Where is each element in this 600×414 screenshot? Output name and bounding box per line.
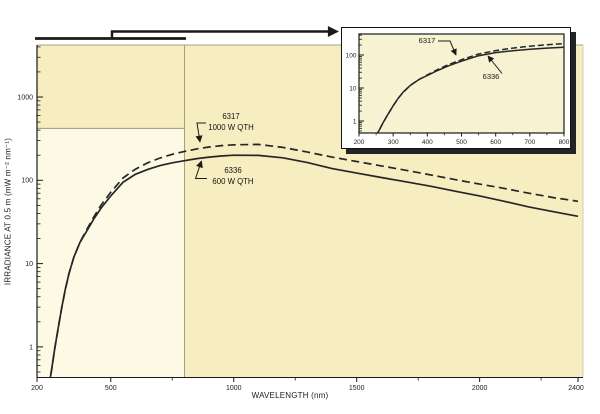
x-tick-label: 2400 bbox=[568, 385, 584, 392]
inset-x-tick-label: 400 bbox=[422, 139, 433, 146]
inset-source-region bbox=[37, 128, 185, 378]
x-tick-label: 1500 bbox=[349, 385, 365, 392]
label-6336-600w: 6336 600 W QTH bbox=[198, 165, 268, 187]
y-ticks: 1 10 100 1000 bbox=[17, 46, 43, 373]
inset-y-tick-label: 100 bbox=[346, 52, 357, 59]
inset-curve-6317 bbox=[376, 42, 564, 133]
leader-6317 bbox=[195, 122, 206, 143]
inset-y-tick-label: 10 bbox=[349, 85, 357, 92]
label-6336-desc: 600 W QTH bbox=[212, 177, 254, 186]
x-tick-label: 1000 bbox=[226, 385, 242, 392]
y-axis-label: IRRADIANCE AT 0.5 m (mW m⁻² nm⁻¹) bbox=[3, 137, 13, 286]
inset-x-tick-label: 200 bbox=[354, 139, 365, 146]
inset-plot-area bbox=[358, 33, 565, 134]
inset-arrow bbox=[110, 26, 339, 40]
curves bbox=[49, 143, 579, 378]
label-6317-model: 6317 bbox=[222, 112, 240, 121]
x-tick-label: 2000 bbox=[472, 385, 488, 392]
inset-leader-6336 bbox=[487, 55, 503, 74]
x-ticks: 200 500 1000 1500 2000 2400 bbox=[31, 377, 584, 392]
inset-chart: 1 10 100 200 300 400 500 600 700 800 bbox=[346, 33, 570, 146]
inset-x-tick-label: 500 bbox=[456, 139, 467, 146]
y-tick-label: 1 bbox=[29, 344, 33, 351]
inset-panel: 1 10 100 200 300 400 500 600 700 800 6317 6336 bbox=[341, 27, 571, 149]
inset-x-tick-label: 800 bbox=[559, 139, 570, 146]
y-tick-label: 10 bbox=[25, 261, 33, 268]
inset-label-6317: 6317 bbox=[418, 36, 436, 45]
x-tick-label: 500 bbox=[105, 385, 117, 392]
y-tick-label: 1000 bbox=[17, 94, 33, 101]
inset-label-6336: 6336 bbox=[482, 72, 500, 81]
inset-leader-6317 bbox=[438, 40, 457, 56]
inset-curves bbox=[376, 42, 564, 133]
leader-6336 bbox=[194, 160, 207, 179]
label-6317-1000w: 6317 1000 W QTH bbox=[196, 111, 266, 133]
inset-x-tick-label: 700 bbox=[524, 139, 535, 146]
label-6317-desc: 1000 W QTH bbox=[208, 123, 254, 132]
inset-x-ticks: 200 300 400 500 600 700 800 bbox=[354, 133, 570, 146]
inset-x-tick-label: 600 bbox=[490, 139, 501, 146]
x-axis-label: WAVELENGTH (nm) bbox=[251, 391, 329, 400]
inset-x-tick-label: 300 bbox=[388, 139, 399, 146]
x-tick-label: 200 bbox=[31, 385, 43, 392]
inset-y-tick-label: 1 bbox=[353, 118, 357, 125]
curve-6317 bbox=[49, 143, 579, 378]
label-6336-model: 6336 bbox=[224, 166, 242, 175]
y-tick-label: 100 bbox=[21, 178, 33, 185]
inset-y-ticks: 1 10 100 bbox=[346, 34, 364, 132]
